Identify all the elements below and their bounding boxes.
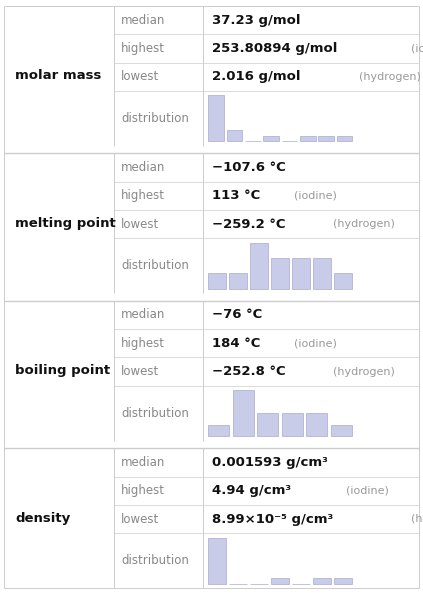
Text: (iodine): (iodine) <box>346 486 389 495</box>
Text: (hydrogen): (hydrogen) <box>411 514 423 524</box>
Text: median: median <box>121 308 165 321</box>
Text: −259.2 °C: −259.2 °C <box>212 218 294 230</box>
Text: median: median <box>121 161 165 174</box>
Text: −76 °C: −76 °C <box>212 308 262 321</box>
Text: boiling point: boiling point <box>15 364 110 377</box>
Bar <box>319 135 334 141</box>
Text: lowest: lowest <box>121 365 159 378</box>
Text: 184 °C: 184 °C <box>212 337 269 350</box>
Text: −107.6 °C: −107.6 °C <box>212 161 286 174</box>
Text: 253.80894 g/mol: 253.80894 g/mol <box>212 42 346 55</box>
Text: median: median <box>121 456 165 469</box>
Text: melting point: melting point <box>15 217 116 230</box>
Text: 0.001593 g/cm³: 0.001593 g/cm³ <box>212 456 328 469</box>
Bar <box>334 578 352 584</box>
Bar <box>313 258 331 289</box>
Text: 113 °C: 113 °C <box>212 189 269 203</box>
Text: molar mass: molar mass <box>15 69 102 83</box>
Bar <box>292 258 310 289</box>
Bar <box>282 413 303 436</box>
Bar <box>208 538 226 584</box>
Text: 37.23 g/mol: 37.23 g/mol <box>212 14 300 27</box>
Bar <box>233 390 254 436</box>
Text: (iodine): (iodine) <box>294 339 337 348</box>
Text: highest: highest <box>121 189 165 203</box>
Bar <box>226 130 242 141</box>
Bar <box>313 578 331 584</box>
Text: distribution: distribution <box>121 260 189 272</box>
Text: lowest: lowest <box>121 70 159 83</box>
Text: distribution: distribution <box>121 554 189 567</box>
Bar <box>263 135 279 141</box>
Bar <box>209 425 229 436</box>
Text: density: density <box>15 511 70 525</box>
Bar <box>271 578 289 584</box>
Text: distribution: distribution <box>121 407 189 420</box>
Text: 2.016 g/mol: 2.016 g/mol <box>212 70 310 83</box>
Bar <box>271 258 289 289</box>
Text: 253.80894 g/mol: 253.80894 g/mol <box>212 42 346 55</box>
Bar <box>250 243 268 289</box>
Text: median: median <box>121 14 165 27</box>
Text: (hydrogen): (hydrogen) <box>333 366 395 377</box>
Text: highest: highest <box>121 484 165 497</box>
Text: 2.016 g/mol: 2.016 g/mol <box>212 70 310 83</box>
Text: −252.8 °C: −252.8 °C <box>212 365 295 378</box>
Text: (iodine): (iodine) <box>294 191 337 201</box>
Text: 184 °C: 184 °C <box>212 337 269 350</box>
Bar <box>307 413 327 436</box>
Text: (hydrogen): (hydrogen) <box>333 219 395 229</box>
Bar <box>334 273 352 289</box>
Text: 8.99×10⁻⁵ g/cm³: 8.99×10⁻⁵ g/cm³ <box>212 513 342 526</box>
Text: 8.99×10⁻⁵ g/cm³: 8.99×10⁻⁵ g/cm³ <box>212 513 342 526</box>
Bar <box>258 413 278 436</box>
Text: highest: highest <box>121 337 165 350</box>
Bar <box>331 425 352 436</box>
Bar <box>208 273 226 289</box>
Text: 113 °C: 113 °C <box>212 189 269 203</box>
Bar <box>300 135 316 141</box>
Text: highest: highest <box>121 42 165 55</box>
Bar <box>229 273 247 289</box>
Text: (iodine): (iodine) <box>411 43 423 53</box>
Text: lowest: lowest <box>121 513 159 526</box>
Bar <box>337 135 352 141</box>
Text: lowest: lowest <box>121 218 159 230</box>
Text: −252.8 °C: −252.8 °C <box>212 365 295 378</box>
Text: distribution: distribution <box>121 112 189 125</box>
Bar <box>208 96 224 141</box>
Text: 4.94 g/cm³: 4.94 g/cm³ <box>212 484 300 497</box>
Text: (hydrogen): (hydrogen) <box>359 72 421 82</box>
Text: −259.2 °C: −259.2 °C <box>212 218 294 230</box>
Text: 4.94 g/cm³: 4.94 g/cm³ <box>212 484 300 497</box>
